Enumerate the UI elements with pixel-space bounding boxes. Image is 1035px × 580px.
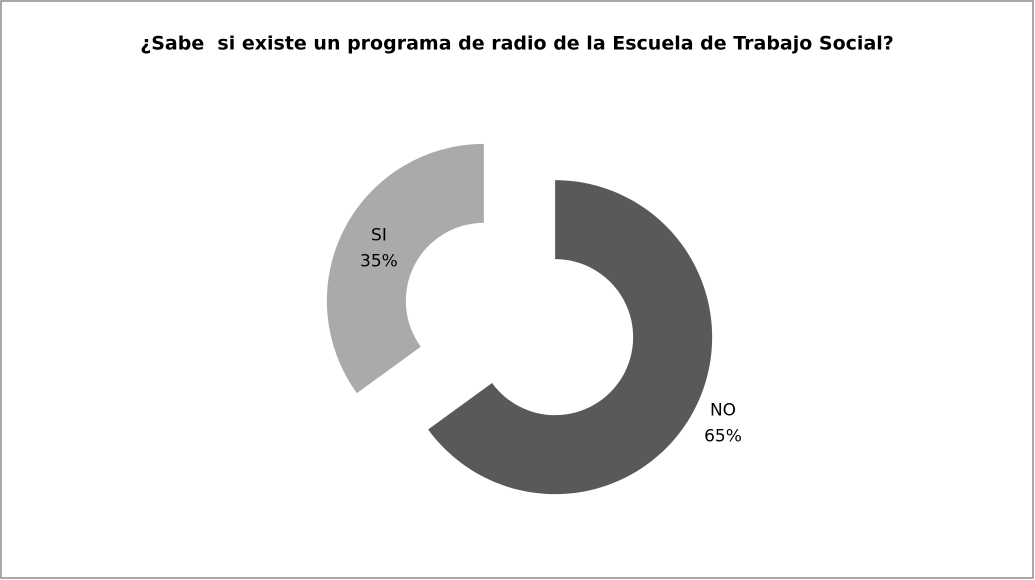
slice-category-label: SI xyxy=(371,225,387,245)
slice-value-label: 65% xyxy=(704,427,742,447)
donut-slice xyxy=(428,180,713,495)
donut-slice xyxy=(326,143,484,394)
slice-value-label: 35% xyxy=(360,251,398,271)
slice-category-label: NO xyxy=(710,401,736,421)
chart-title: ¿Sabe si existe un programa de radio de … xyxy=(140,33,894,55)
